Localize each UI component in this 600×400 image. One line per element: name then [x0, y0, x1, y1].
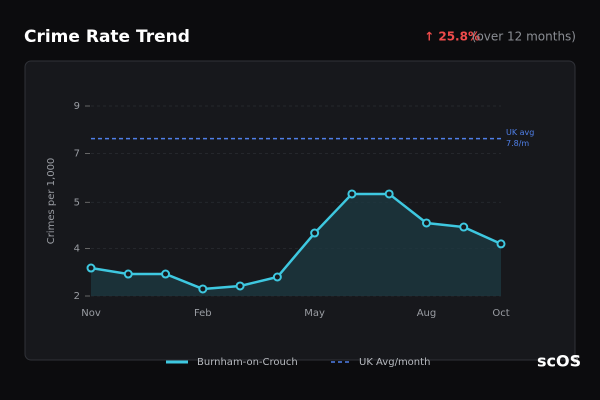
y-tick-label: 7: [74, 149, 80, 160]
logo: scOS: [537, 352, 581, 371]
point: [347, 189, 357, 199]
reference-annotation: UK avg: [506, 128, 534, 137]
logo-mark: ®: [572, 357, 579, 365]
x-tick-label: May: [304, 308, 325, 319]
point: [198, 284, 208, 294]
y-tick-label: 9: [74, 101, 80, 112]
point: [123, 269, 133, 279]
point: [384, 189, 394, 199]
point: [161, 269, 171, 279]
y-tick-label: 4: [74, 244, 80, 255]
point: [86, 263, 96, 273]
point: [421, 218, 431, 228]
point: [235, 281, 245, 291]
legend-label: UK Avg/month: [359, 357, 430, 368]
x-tick-label: Aug: [417, 308, 437, 319]
x-tick-label: Nov: [81, 308, 101, 319]
point: [496, 239, 506, 249]
change: ↑ 25.8%: [424, 30, 480, 44]
reference-value-label: 7.8/m: [506, 139, 529, 148]
y-tick-label: 5: [74, 197, 80, 208]
point: [310, 228, 320, 238]
point: [459, 222, 469, 232]
x-tick-label: Oct: [492, 308, 509, 319]
y-tick-label: 2: [74, 291, 80, 302]
legend-label: Burnham-on-Crouch: [197, 357, 298, 368]
y-axis-label: Crimes per 1,000: [46, 158, 57, 245]
point: [272, 272, 282, 282]
area: [91, 193, 501, 296]
title: Crime Rate Trend: [24, 27, 190, 47]
line: [90, 192, 502, 291]
x-tick-label: Feb: [194, 308, 212, 319]
change-note: (over 12 months): [472, 30, 576, 44]
